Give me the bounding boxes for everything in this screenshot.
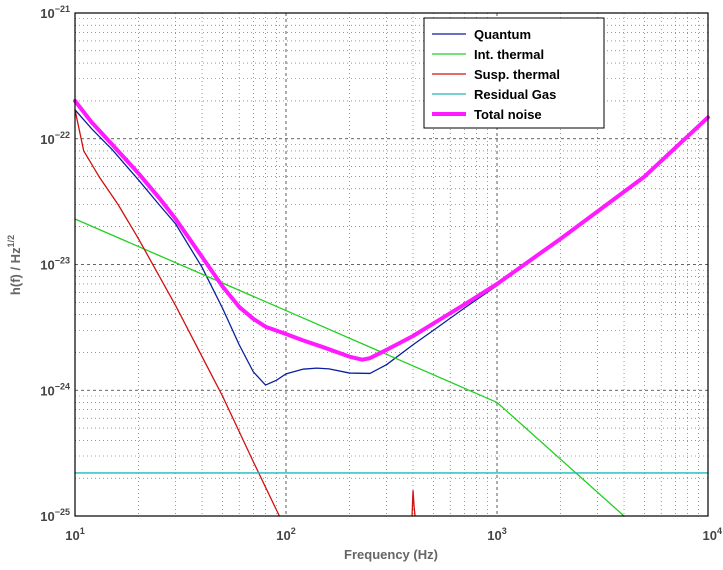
resonance-spike bbox=[411, 490, 416, 517]
x-tick-label-exp: 2 bbox=[291, 526, 296, 536]
y-tick-label: 10−23 bbox=[40, 256, 70, 273]
x-tick-label-base: 10 bbox=[276, 528, 290, 543]
x-tick-label-exp: 3 bbox=[502, 526, 507, 536]
x-tick-label-exp: 1 bbox=[80, 526, 85, 536]
series-line-1 bbox=[74, 218, 625, 517]
y-tick-label-exp: −24 bbox=[55, 381, 70, 391]
legend-label-3: Residual Gas bbox=[474, 87, 556, 102]
legend-label-1: Int. thermal bbox=[474, 47, 544, 62]
y-axis-label-exp: 1/2 bbox=[6, 235, 16, 248]
legend: Quantum Int. thermal Susp. thermal Residual… bbox=[423, 17, 605, 129]
y-tick-label-base: 10 bbox=[40, 509, 54, 524]
y-tick-label-exp: −21 bbox=[55, 4, 70, 14]
x-tick-label-base: 10 bbox=[65, 528, 79, 543]
x-tick-label: 102 bbox=[276, 526, 295, 543]
legend-box bbox=[423, 17, 605, 129]
y-tick-label-base: 10 bbox=[40, 6, 54, 21]
x-tick-label: 103 bbox=[487, 526, 506, 543]
legend-label-0: Quantum bbox=[474, 27, 531, 42]
y-axis-label-base: h(f) / Hz bbox=[8, 247, 23, 295]
x-tick-label: 101 bbox=[65, 526, 84, 543]
y-tick-label-exp: −25 bbox=[55, 507, 70, 517]
y-tick-label: 10−25 bbox=[40, 507, 70, 524]
y-tick-label-exp: −23 bbox=[55, 256, 70, 266]
x-tick-label: 104 bbox=[703, 526, 722, 543]
y-tick-label-base: 10 bbox=[40, 258, 54, 273]
y-tick-label: 10−21 bbox=[40, 4, 70, 21]
x-tick-labels: 101 102 103 104 bbox=[65, 526, 722, 543]
x-tick-label-base: 10 bbox=[487, 528, 501, 543]
plot-frame bbox=[74, 12, 709, 517]
series-layer bbox=[73, 98, 710, 517]
y-tick-label-base: 10 bbox=[40, 132, 54, 147]
y-tick-label-exp: −22 bbox=[55, 130, 70, 140]
series-line-4 bbox=[73, 98, 710, 362]
y-tick-label: 10−22 bbox=[40, 130, 70, 147]
y-axis-label: h(f) / Hz1/2 bbox=[6, 235, 23, 295]
legend-label-2: Susp. thermal bbox=[474, 67, 560, 82]
y-tick-label: 10−24 bbox=[40, 381, 70, 398]
legend-label-4: Total noise bbox=[474, 107, 542, 122]
series-line-0 bbox=[74, 109, 709, 386]
y-tick-label-base: 10 bbox=[40, 383, 54, 398]
x-tick-label-exp: 4 bbox=[717, 526, 722, 536]
series-line-2 bbox=[74, 109, 281, 517]
grid-minor bbox=[75, 13, 708, 516]
x-axis-label: Frequency (Hz) bbox=[344, 547, 438, 562]
special-features bbox=[411, 490, 416, 517]
x-tick-label-base: 10 bbox=[703, 528, 717, 543]
